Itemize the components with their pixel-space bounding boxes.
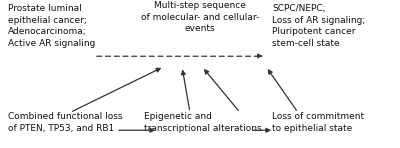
Text: SCPC/NEPC;
Loss of AR signaling;
Pluripotent cancer
stem-cell state: SCPC/NEPC; Loss of AR signaling; Pluripo… <box>272 4 365 48</box>
Text: Combined functional loss
of PTEN, TP53, and RB1: Combined functional loss of PTEN, TP53, … <box>8 112 122 133</box>
Text: Prostate luminal
epithelial cancer;
Adenocarcinoma;
Active AR signaling: Prostate luminal epithelial cancer; Aden… <box>8 4 95 48</box>
Text: Multi-step sequence
of molecular- and cellular-
events: Multi-step sequence of molecular- and ce… <box>141 1 259 33</box>
Text: Epigenetic and
transcriptional alterations: Epigenetic and transcriptional alteratio… <box>144 112 262 133</box>
Text: Loss of commitment
to epithelial state: Loss of commitment to epithelial state <box>272 112 364 133</box>
